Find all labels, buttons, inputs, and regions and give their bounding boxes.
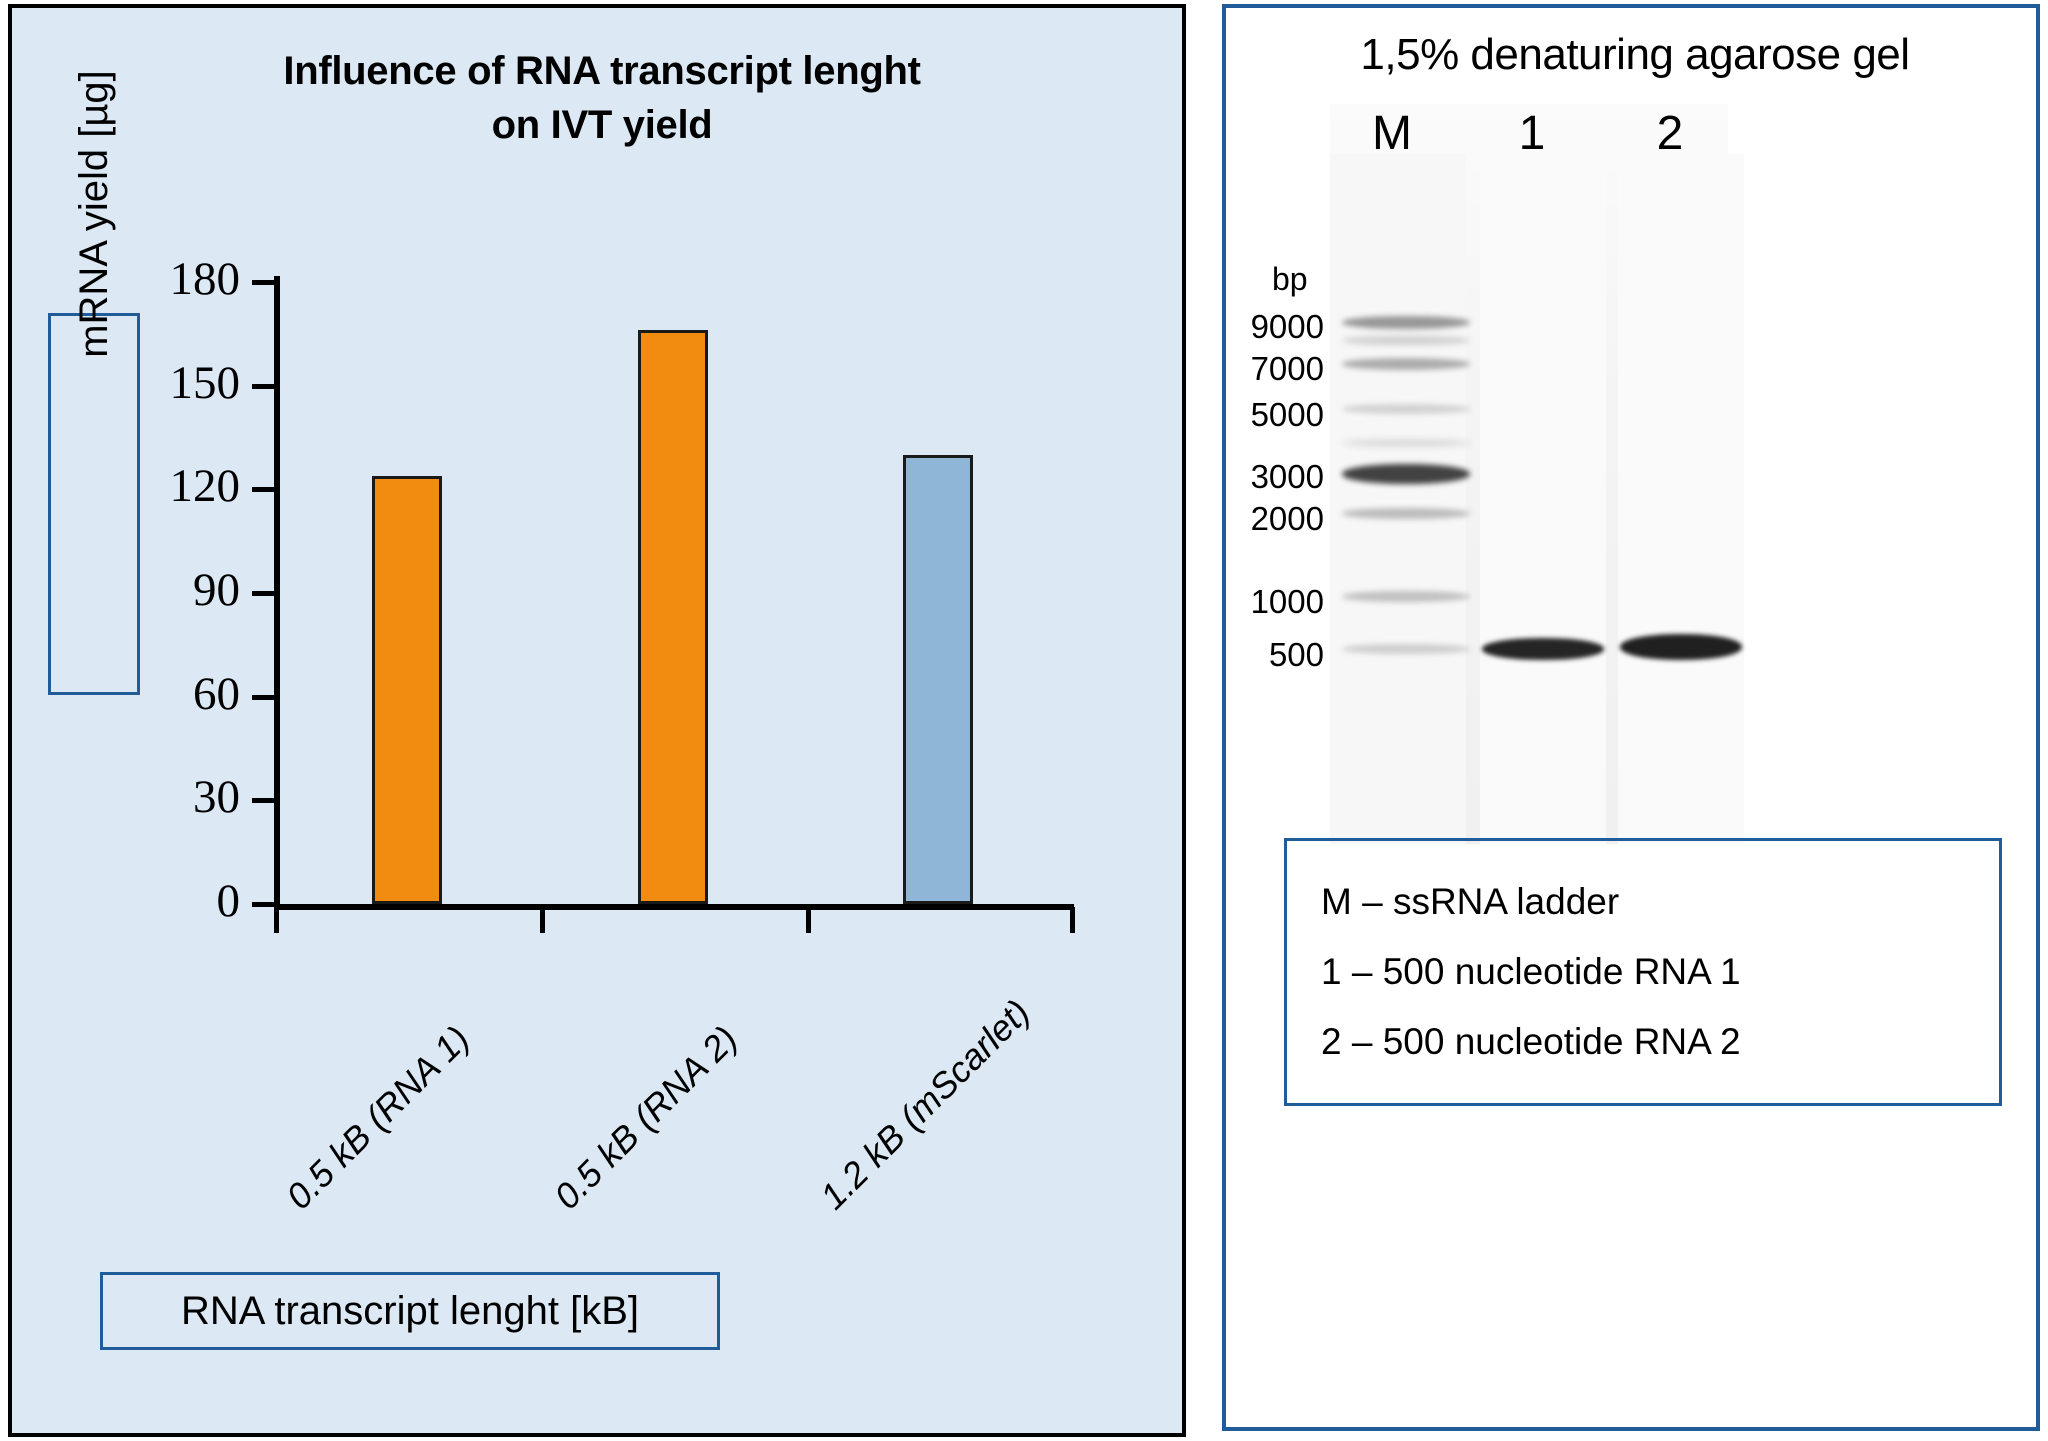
bp-label-500: 500 [1268,636,1324,673]
gel-title: 1,5% denaturing agarose gel [1360,30,1910,79]
gel-lane-label-2: 2 [1656,107,1684,160]
x-tick-1 [540,907,545,933]
chart-title: Influence of RNA transcript lenght on IV… [112,44,1092,152]
y-tick-label-120: 120 [169,460,241,513]
gel-lane-label-M: M [1372,107,1412,160]
chart-title-line-1: Influence of RNA transcript lenght [283,49,921,93]
gel-lane-label-1: 1 [1518,107,1546,160]
ladder-band-9000 [1342,316,1470,329]
ladder-band-faint-a [1342,336,1470,345]
gel-legend-box: M – ssRNA ladder 1 – 500 nucleotide RNA 1… [1284,838,2002,1106]
gel-image [1330,104,1744,844]
y-axis-title: mRNA yield [µg] [71,70,116,358]
y-tick-30 [252,798,276,804]
bp-label-1000: 1000 [1250,583,1324,620]
y-tick-150 [252,383,276,389]
y-tick-label-90: 90 [193,564,240,616]
gel-legend-line-0: M – ssRNA ladder [1321,880,1620,922]
plot-area: 0 30 60 90 120 150 180 0.5 kB (RNA 1) 0.5 kB (R… [12,8,1190,1441]
chart-title-line-2: on IVT yield [491,103,713,147]
ladder-band-2000 [1342,508,1470,519]
y-tick-60 [252,694,276,700]
bp-label-5000: 5000 [1250,396,1324,433]
gel-lane-ladder [1330,154,1466,844]
x-tick-2 [806,907,811,933]
y-axis-line [274,276,280,910]
bp-label-7000: 7000 [1250,350,1324,387]
y-tick-label-180: 180 [169,253,241,305]
bar-chart-panel: Influence of RNA transcript lenght on IV… [8,4,1186,1437]
x-category-label-1: 0.5 kB (RNA 2) [546,1017,746,1217]
bp-label-2000: 2000 [1250,500,1324,537]
y-tick-label-0: 0 [216,875,241,927]
x-category-label-2: 1.2 kB (mScarlet) [812,991,1038,1217]
y-tick-label-60: 60 [193,667,240,720]
ladder-band-3000 [1342,464,1470,484]
gel-lane-2 [1618,154,1744,844]
ladder-band-5000 [1342,404,1470,414]
ladder-band-500 [1342,644,1470,654]
bar-1 [638,330,708,904]
sample-band-lane-1 [1482,638,1604,660]
y-tick-90 [252,591,276,596]
ladder-band-1000 [1342,591,1470,602]
y-tick-180 [252,280,276,285]
gel-panel: 1,5% denaturing agarose gel M 1 2 bp 9000 7… [1222,4,2040,1431]
bp-label-9000: 9000 [1250,308,1324,345]
ladder-band-7000 [1342,358,1470,370]
y-axis-title-box [48,313,140,695]
y-tick-label-150: 150 [169,356,241,409]
bar-2 [903,454,973,904]
bp-header-label: bp [1272,261,1308,297]
x-axis-title: RNA transcript lenght [kB] [100,1272,720,1350]
y-tick-120 [252,487,276,493]
y-tick-0 [252,902,276,907]
bar-0 [372,475,442,904]
x-axis-line [274,904,1074,910]
sample-band-lane-2 [1620,634,1742,660]
ladder-band-faint-b [1342,439,1470,447]
gel-legend-line-2: 2 – 500 nucleotide RNA 2 [1321,1020,1741,1062]
bp-label-3000: 3000 [1250,458,1324,495]
x-tick-0 [274,907,279,933]
gel-legend-line-1: 1 – 500 nucleotide RNA 1 [1321,950,1741,992]
gel-lane-1 [1480,154,1606,844]
x-tick-3 [1070,907,1075,933]
x-category-label-0: 0.5 kB (RNA 1) [278,1017,478,1217]
y-tick-label-30: 30 [193,771,240,824]
